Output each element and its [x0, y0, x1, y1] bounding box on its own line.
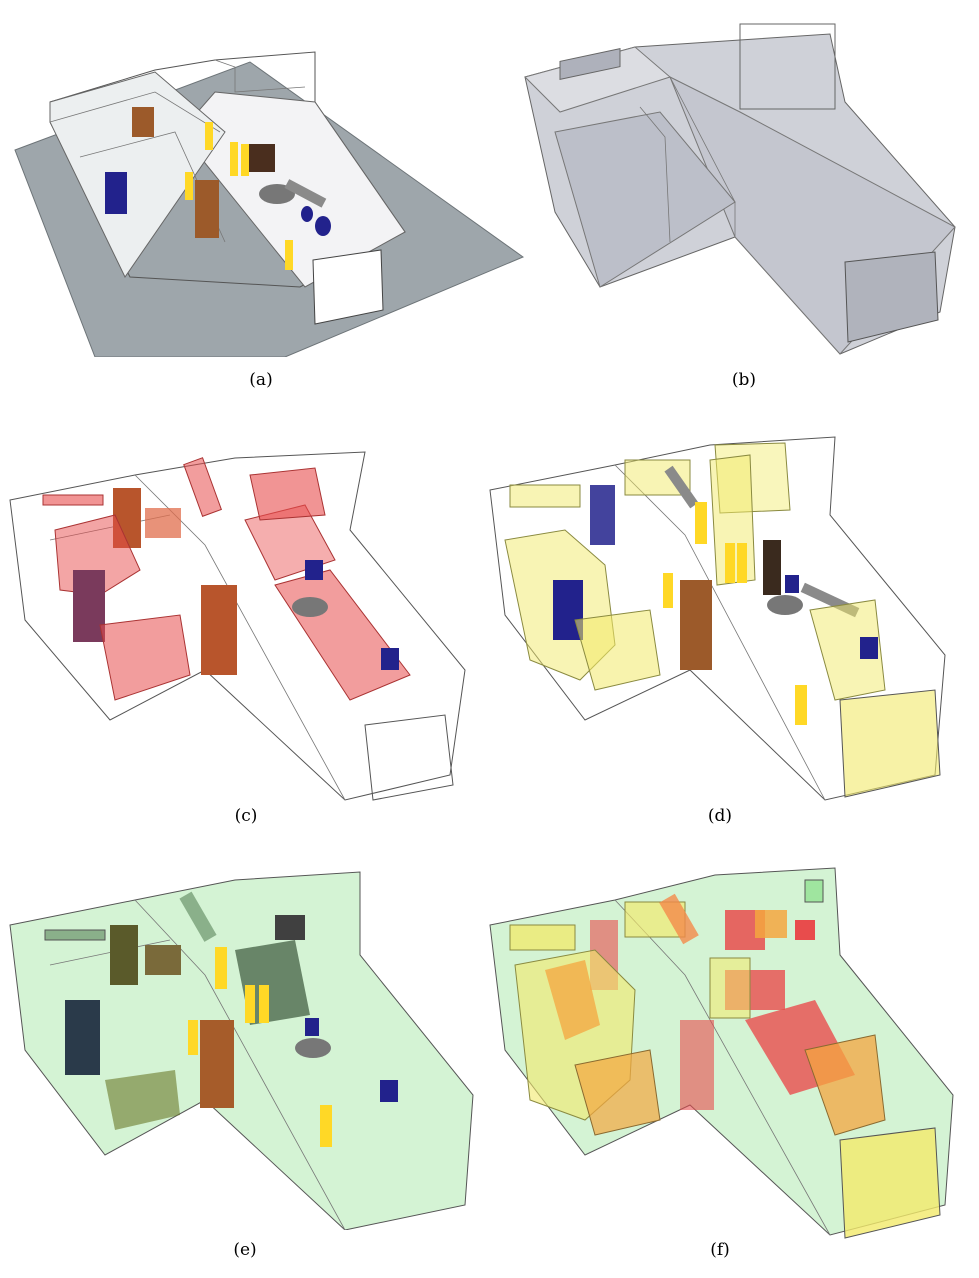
caption-c: (c): [234, 806, 258, 826]
scene-f-illustration: [489, 867, 954, 1239]
scene-d-illustration: [489, 436, 946, 801]
panel-d: (d): [485, 405, 955, 826]
panel-e: (e): [5, 850, 475, 1260]
scene-a-illustration: [14, 51, 525, 357]
panel-c: (c): [5, 420, 475, 826]
panel-f: (f): [485, 850, 955, 1260]
scene-b-illustration: [524, 23, 956, 355]
caption-a: (a): [249, 370, 273, 390]
panel-b: (b): [510, 2, 979, 390]
caption-d: (d): [707, 806, 733, 826]
panel-a: (a): [5, 2, 525, 390]
caption-e: (e): [233, 1240, 257, 1260]
scene-c-illustration: [9, 451, 466, 801]
caption-b: (b): [731, 370, 757, 390]
caption-f: (f): [710, 1240, 730, 1260]
scene-e-illustration: [9, 871, 474, 1230]
